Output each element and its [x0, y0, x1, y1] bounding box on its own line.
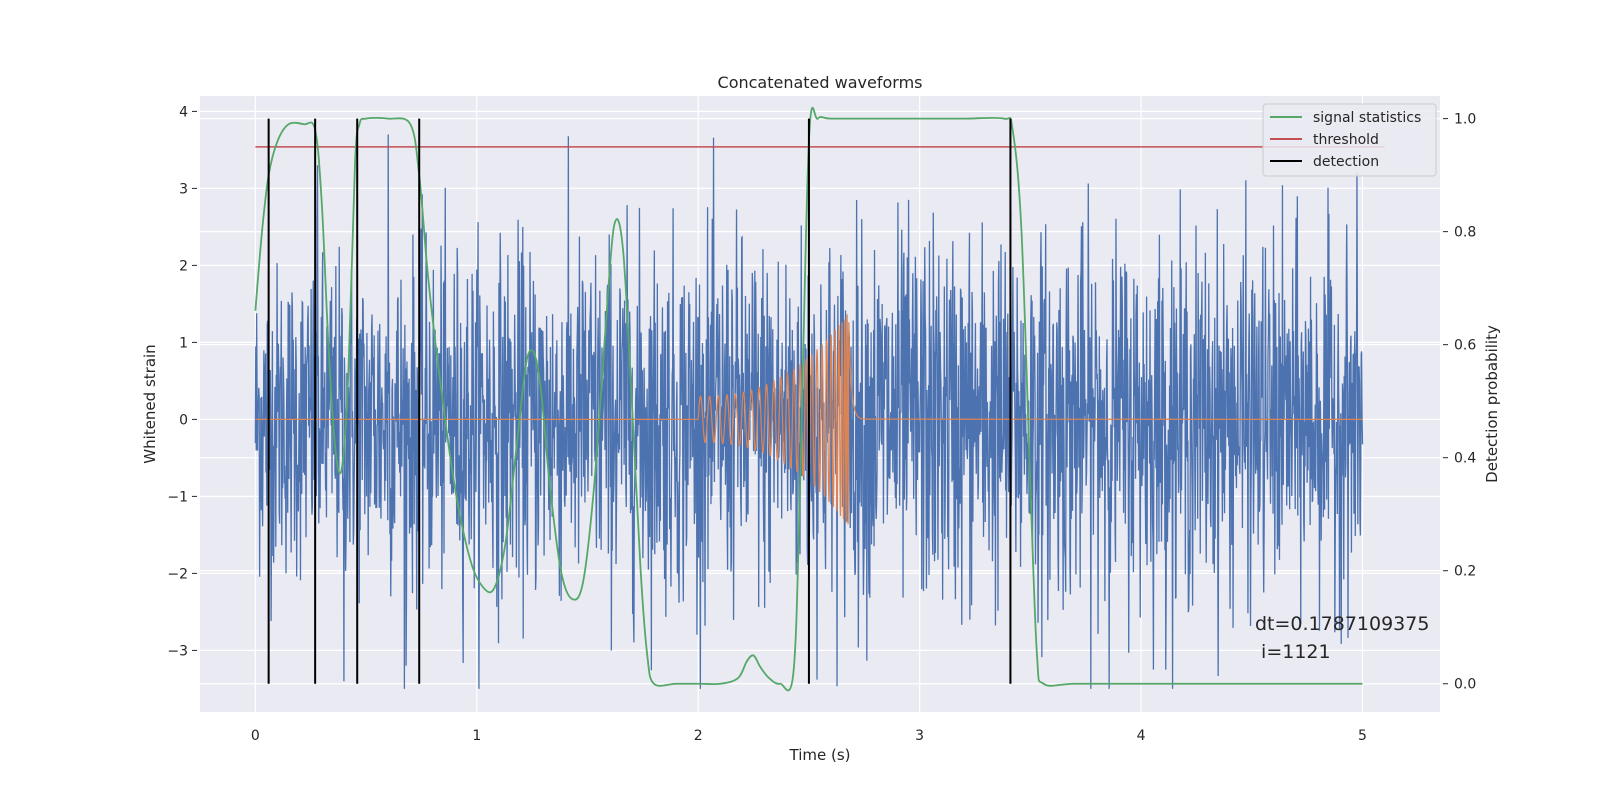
y-right-tick-label: 0.4: [1454, 451, 1476, 467]
chart-title: Concatenated waveforms: [718, 73, 923, 92]
y-right-tick-label: 0.0: [1454, 677, 1476, 693]
legend: signal statistics threshold detection: [1262, 103, 1437, 177]
annotation-dt: dt=0.1787109375: [1255, 613, 1429, 635]
y-tick-label: 3: [179, 181, 188, 197]
legend-label-signal-statistics: signal statistics: [1313, 110, 1421, 126]
annotation-i: i=1121: [1255, 641, 1331, 663]
legend-label-threshold: threshold: [1313, 132, 1379, 148]
series-injected-waveform: [255, 314, 1363, 525]
y-tick-label: 1: [179, 335, 188, 351]
y-right-tick-label: 0.2: [1454, 564, 1476, 580]
x-tick-label: 4: [1137, 728, 1146, 744]
legend-box: [1262, 103, 1437, 177]
x-tick-label: 1: [472, 728, 481, 744]
y-tick-label: −1: [167, 489, 188, 505]
y-tick-label: −2: [167, 566, 188, 582]
y-tick-label: 2: [179, 258, 188, 274]
y-tick-label: −3: [167, 643, 188, 659]
y-axis-label: Whitened strain: [141, 344, 159, 463]
y-right-tick-label: 1.0: [1454, 112, 1476, 128]
y-tick-label: 4: [179, 104, 188, 120]
y-right-tick-label: 0.8: [1454, 225, 1476, 241]
series-signal-statistics: [254, 106, 1363, 692]
x-tick-label: 0: [251, 728, 260, 744]
legend-label-detection: detection: [1313, 154, 1379, 170]
x-axis-label: Time (s): [789, 746, 851, 764]
y-tick-label: 0: [179, 412, 188, 428]
y-right-tick-label: 0.6: [1454, 338, 1476, 354]
x-tick-label: 2: [694, 728, 703, 744]
x-tick-label: 5: [1358, 728, 1367, 744]
x-tick-label: 3: [915, 728, 924, 744]
y-right-axis-label: Detection probability: [1483, 325, 1501, 483]
axes: 0 1 2 3 4 5 −3 −2 −1 0 1 2 3 4 0.0 0.2 0.4 0.6 0.8 1.0: [167, 104, 1476, 744]
plot-area: [254, 106, 1385, 692]
